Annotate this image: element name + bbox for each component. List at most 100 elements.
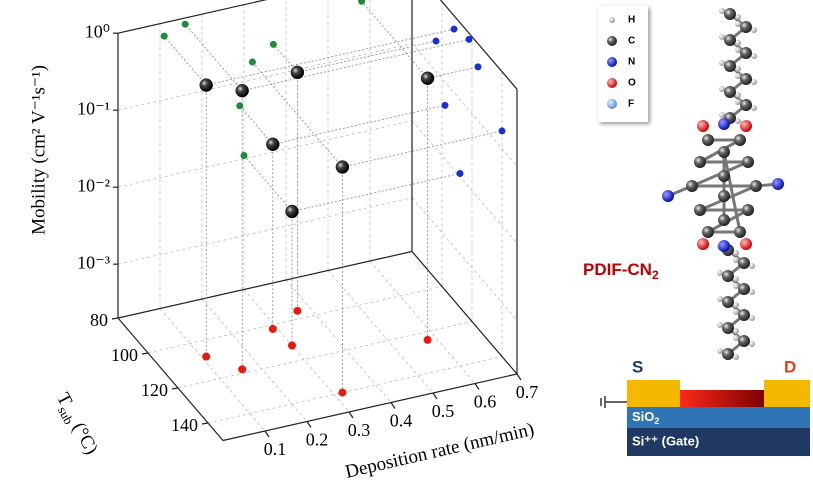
- atom: [733, 250, 739, 256]
- atom: [772, 178, 784, 190]
- y-tick: [201, 422, 209, 425]
- side-projection-point: [498, 127, 506, 135]
- y-axis-title-sub: sub: [55, 404, 77, 427]
- gate-label: Si⁺⁺ (Gate): [632, 433, 699, 448]
- drop-line: [297, 40, 437, 73]
- drain-label: D: [784, 357, 796, 376]
- semiconductor-channel: [678, 390, 766, 407]
- dielectric-main: SiO: [632, 409, 654, 424]
- z-tick-label: 10⁰: [85, 21, 110, 41]
- x-tick: [432, 392, 438, 400]
- back-projection-point: [358, 0, 366, 5]
- drop-line: [163, 35, 207, 86]
- y-tick-label: 100: [111, 345, 138, 365]
- grid-line: [159, 308, 266, 432]
- data-point: [235, 83, 249, 98]
- atom: [738, 283, 750, 295]
- atom: [751, 53, 757, 59]
- side-projection-point: [456, 169, 464, 177]
- atom: [750, 180, 762, 192]
- side-projection-point: [450, 25, 458, 33]
- atom: [722, 296, 734, 308]
- legend-label: O: [628, 78, 636, 89]
- atom: [749, 263, 755, 269]
- legend-atom: [607, 99, 617, 109]
- atom: [719, 86, 725, 92]
- grid-line: [243, 289, 350, 413]
- side-projection-point: [432, 37, 440, 45]
- atom: [742, 204, 754, 216]
- atom: [719, 34, 725, 40]
- floor-point: [268, 324, 277, 333]
- atom: [718, 170, 730, 182]
- atom: [722, 270, 734, 282]
- floor-point: [293, 306, 302, 315]
- gate-layer: [627, 428, 810, 456]
- data-point: [420, 71, 435, 86]
- atom: [735, 99, 741, 105]
- atom: [686, 180, 698, 192]
- atom: [733, 283, 739, 289]
- atom: [717, 348, 723, 354]
- data-point: [290, 65, 305, 80]
- back-projection-point: [248, 58, 256, 66]
- atom: [697, 238, 709, 250]
- atom: [722, 348, 734, 360]
- legend-atom: [607, 36, 617, 46]
- drop-line: [361, 0, 428, 79]
- atom: [718, 118, 730, 130]
- atom: [740, 47, 752, 59]
- atom: [718, 190, 730, 202]
- back-projection-point: [181, 20, 189, 28]
- drop-line: [242, 39, 470, 92]
- drop-line: [206, 28, 455, 86]
- y-tick-label: 120: [141, 380, 168, 400]
- grid-line: [147, 286, 443, 354]
- source-electrode: [627, 380, 680, 407]
- legend-label: C: [628, 36, 635, 47]
- atom: [718, 240, 730, 252]
- grid-line: [411, 197, 518, 321]
- atom: [694, 204, 706, 216]
- atom: [717, 270, 723, 276]
- grid-line: [285, 279, 392, 403]
- atom: [733, 302, 739, 308]
- side-projection-point: [465, 35, 473, 43]
- data-point: [335, 160, 350, 174]
- atom: [719, 60, 725, 66]
- grid-line: [177, 321, 473, 389]
- drop-line: [252, 61, 343, 168]
- y-tick-label: 140: [171, 415, 198, 435]
- atom: [734, 226, 746, 238]
- x-tick: [348, 411, 354, 419]
- grid-line: [117, 43, 413, 111]
- atom: [722, 322, 734, 334]
- x-tick-label: 0.1: [264, 439, 287, 459]
- atom: [702, 226, 714, 238]
- atom: [738, 257, 750, 269]
- back-projection-point: [160, 32, 168, 40]
- atom: [717, 322, 723, 328]
- data-point: [266, 137, 280, 152]
- atom: [751, 27, 757, 33]
- molecule-name-sub: 2: [652, 268, 659, 282]
- back-projection-point: [269, 40, 277, 48]
- atom: [738, 335, 750, 347]
- legend-atom: [607, 78, 617, 88]
- legend-label: N: [628, 57, 635, 68]
- floor-point: [423, 335, 432, 344]
- atom: [735, 47, 741, 53]
- drop-line: [427, 66, 479, 79]
- atom: [740, 99, 752, 111]
- atom: [697, 120, 709, 132]
- atom: [733, 309, 739, 315]
- atom: [718, 146, 730, 158]
- atom: [735, 21, 741, 27]
- atom: [733, 335, 739, 341]
- y-tick: [111, 317, 119, 320]
- x-tick-label: 0.3: [348, 420, 371, 440]
- drop-line: [342, 130, 503, 168]
- x-tick: [390, 402, 396, 409]
- floor-point: [202, 352, 211, 361]
- atom: [751, 105, 757, 111]
